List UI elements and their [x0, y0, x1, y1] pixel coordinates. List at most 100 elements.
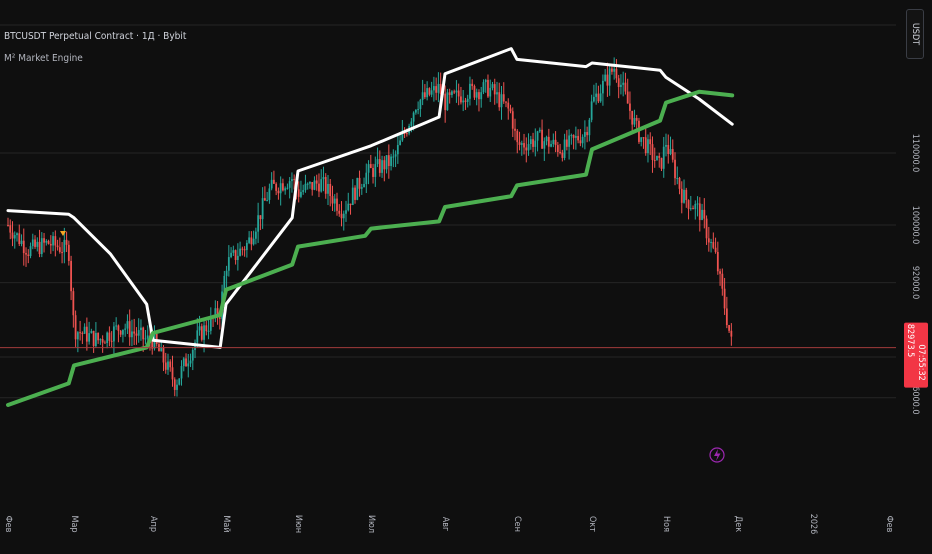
x-tick-label: 2026: [808, 514, 818, 535]
candle-body: [527, 143, 530, 151]
candle-body: [128, 321, 131, 338]
candle-body: [349, 203, 352, 205]
indicator-legend[interactable]: M² Market Engine: [4, 53, 83, 64]
candle-body: [205, 325, 208, 332]
lightning-icon[interactable]: [709, 447, 725, 463]
candle-body: [390, 156, 392, 166]
candle-body: [49, 243, 52, 246]
candle-body: [543, 141, 546, 149]
candle-body: [133, 331, 136, 334]
candle-body: [106, 332, 109, 344]
candle-body: [155, 333, 158, 345]
candle-body: [705, 218, 708, 239]
candle-body: [419, 99, 422, 110]
currency-button[interactable]: USDT: [906, 9, 924, 59]
candle-body: [383, 160, 386, 170]
candle-body: [61, 251, 63, 253]
time-axis[interactable]: Фев Мар Апр Май Июн Июл Авг Сен Окт Ноя Дек 2026 Фев: [3, 514, 894, 535]
candle-body: [376, 159, 379, 165]
candle-body: [40, 238, 43, 255]
candle-body: [568, 135, 571, 147]
candle-body: [203, 325, 205, 340]
candle-body: [47, 240, 50, 244]
candle-body: [291, 179, 293, 182]
indicator-lines: [6, 47, 735, 407]
candle-body: [31, 239, 34, 247]
candle-body: [687, 200, 690, 209]
candle-body: [347, 203, 350, 211]
candle-body: [399, 140, 401, 145]
candle-body: [97, 332, 100, 341]
candle-body: [243, 249, 246, 251]
candle-body: [484, 79, 487, 83]
candle-body: [694, 203, 697, 210]
candle-body: [36, 241, 39, 247]
candle-body: [455, 90, 458, 93]
candle-body: [577, 135, 580, 141]
candle-body: [529, 139, 532, 144]
candle-body: [279, 183, 282, 194]
candle-body: [556, 145, 559, 152]
candle-body: [423, 92, 426, 98]
candle-body: [669, 149, 672, 155]
candle-body: [81, 332, 84, 334]
candle-body: [680, 188, 683, 203]
candle-body: [216, 308, 219, 318]
candle-body: [633, 117, 636, 125]
candle-body: [70, 260, 72, 292]
x-tick-label: Ноя: [661, 516, 671, 532]
candle-body: [65, 239, 68, 245]
x-tick-label: Сен: [512, 516, 522, 532]
price-axis[interactable]: 110000.0 100000.0 92000.0 76000.0 82973.507:…: [896, 0, 932, 550]
candle-body: [374, 164, 377, 177]
candle-body: [730, 330, 733, 337]
candle-body: [392, 156, 395, 158]
candle-body: [261, 198, 264, 220]
candle-body: [293, 179, 296, 181]
candle-body: [252, 238, 255, 245]
countdown-label: 07:55:32: [916, 344, 926, 380]
price-axis-bg: [896, 0, 932, 550]
candle-body: [448, 92, 451, 95]
candle-body: [13, 235, 16, 239]
candle-body: [570, 135, 573, 137]
candle-body: [489, 87, 492, 97]
candle-body: [16, 233, 18, 236]
candle-body: [581, 136, 584, 144]
upper-band-line: [6, 47, 734, 349]
candle-body: [487, 79, 489, 97]
y-tick-label: 110000.0: [910, 134, 920, 173]
candle-body: [306, 183, 309, 185]
candle-body: [119, 330, 122, 335]
candle-body: [108, 332, 111, 341]
candle-body: [683, 189, 685, 203]
candle-body: [590, 101, 593, 120]
candle-body: [496, 92, 498, 95]
symbol-title[interactable]: BTCUSDT Perpetual Contract · 1Д · Bybit: [4, 31, 187, 42]
candle-body: [327, 183, 329, 194]
candle-body: [320, 179, 323, 192]
candle-body: [302, 190, 305, 192]
candle-body: [536, 131, 539, 141]
candle-body: [254, 231, 257, 239]
candle-body: [90, 330, 93, 334]
candle-body: [338, 210, 341, 214]
candle-body: [58, 247, 61, 252]
candle-body: [113, 326, 115, 342]
candle-body: [270, 179, 273, 189]
candle-body: [412, 112, 415, 122]
candle-body: [300, 191, 302, 197]
candle-body: [79, 332, 82, 334]
candle-body: [297, 189, 300, 197]
candle-body: [525, 147, 528, 151]
last-price-label: 82973.5: [905, 324, 915, 357]
candle-body: [185, 358, 187, 367]
candle-body: [538, 129, 541, 132]
candle-body: [624, 82, 627, 92]
candle-body: [176, 384, 178, 390]
x-tick-label: Фев: [3, 516, 13, 533]
candle-body: [430, 90, 433, 95]
